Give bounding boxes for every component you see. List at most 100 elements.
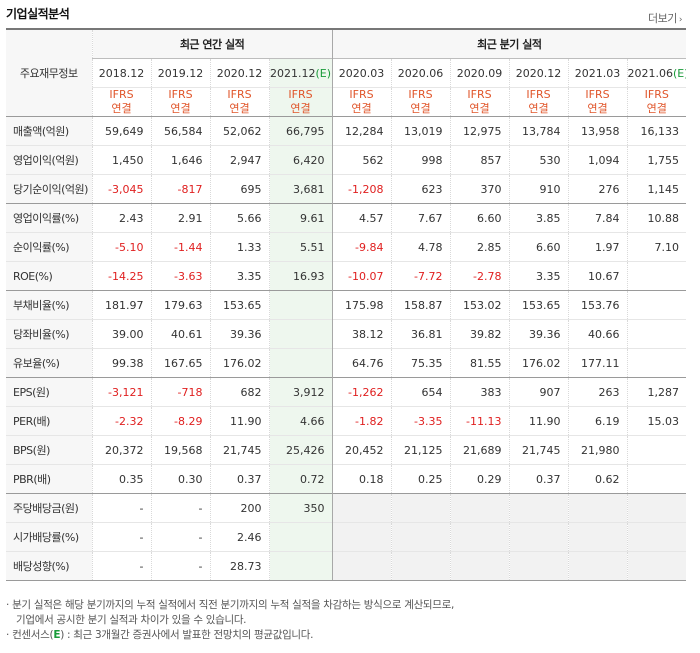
ifrs-consolidated: 연결	[111, 102, 132, 115]
table-cell: 907	[508, 377, 569, 407]
table-row: 순이익률(%) -5.10 -1.44 1.33 5.51 -9.84 4.78 2.85 6.…	[6, 232, 687, 262]
table-cell: 20,452	[331, 435, 392, 465]
table-cell: 38.12	[331, 319, 392, 349]
table-cell: -5.10	[91, 232, 151, 262]
table-cell: 1,450	[91, 145, 151, 175]
ifrs-label: IFRS 연결	[626, 87, 687, 117]
table-cell: -3.63	[150, 261, 210, 291]
row-label: 시가배당률(%)	[6, 522, 92, 552]
row-label: 영업이익률(%)	[6, 203, 92, 233]
table-cell: 12,975	[449, 116, 510, 146]
table-cell: 39.36	[209, 319, 269, 349]
table-row: ROE(%) -14.25 -3.63 3.35 16.93 -10.07 -7.72 -2.…	[6, 261, 687, 291]
column-header: 2020.12	[209, 58, 269, 88]
row-label: EPS(원)	[6, 377, 92, 407]
table-cell: 28.73	[209, 551, 269, 581]
table-cell	[567, 493, 628, 523]
row-label: 당좌비율(%)	[6, 319, 92, 349]
more-link[interactable]: 더보기 ›	[648, 10, 683, 26]
table-cell: 383	[449, 377, 510, 407]
table-cell: 153.02	[449, 290, 510, 320]
ifrs-label: IFRS 연결	[91, 87, 151, 117]
table-cell: 15.03	[626, 406, 687, 436]
table-cell: 21,689	[449, 435, 510, 465]
financial-table: 주요재무정보 최근 연간 실적 최근 분기 실적 2018.12 2019.12 2…	[6, 28, 687, 581]
table-cell: 0.30	[150, 464, 210, 494]
footnotes: · 분기 실적은 해당 분기까지의 누적 실적에서 직전 분기까지의 누적 실적…	[6, 598, 454, 643]
table-cell: 158.87	[390, 290, 451, 320]
ifrs-standard: IFRS	[349, 88, 374, 102]
table-cell: 177.11	[567, 348, 628, 378]
table-cell: 11.90	[508, 406, 569, 436]
ifrs-standard: IFRS	[227, 88, 252, 102]
table-cell: 10.67	[567, 261, 628, 291]
table-cell: -	[91, 522, 151, 552]
table-cell	[626, 522, 687, 552]
table-cell	[626, 319, 687, 349]
table-cell: 13,019	[390, 116, 451, 146]
row-label: 영업이익(억원)	[6, 145, 92, 175]
ifrs-standard: IFRS	[109, 88, 134, 102]
main-label: 주요재무정보	[6, 28, 92, 117]
table-cell	[626, 464, 687, 494]
table-cell: -11.13	[449, 406, 510, 436]
ifrs-consolidated: 연결	[170, 102, 191, 115]
ifrs-consolidated: 연결	[410, 102, 431, 115]
table-cell: 153.76	[567, 290, 628, 320]
table-cell: 40.61	[150, 319, 210, 349]
table-cell: 654	[390, 377, 451, 407]
table-cell: 99.38	[91, 348, 151, 378]
table-cell: -817	[150, 174, 210, 204]
table-cell	[626, 551, 687, 581]
note-consensus-text: ) : 최근 3개월간 증권사에서 발표한 전망치의 평균값입니다.	[60, 629, 314, 641]
table-cell: 176.02	[508, 348, 569, 378]
ifrs-standard: IFRS	[644, 88, 669, 102]
table-cell: 7.67	[390, 203, 451, 233]
table-cell: 5.51	[268, 232, 333, 262]
ifrs-consolidated: 연결	[290, 102, 311, 115]
ifrs-consolidated: 연결	[229, 102, 250, 115]
table-cell: 4.78	[390, 232, 451, 262]
table-cell: 6.19	[567, 406, 628, 436]
table-cell: 7.10	[626, 232, 687, 262]
table-cell: 56,584	[150, 116, 210, 146]
table-cell	[331, 551, 392, 581]
table-cell: 16.93	[268, 261, 333, 291]
column-header: 2020.12	[508, 58, 569, 88]
table-cell	[449, 551, 510, 581]
ifrs-consolidated: 연결	[646, 102, 667, 115]
column-header: 2021.03	[567, 58, 628, 88]
chevron-right-icon: ›	[678, 15, 683, 25]
table-cell: 13,958	[567, 116, 628, 146]
table-cell: 695	[209, 174, 269, 204]
table-cell: -10.07	[331, 261, 392, 291]
table-cell: 1,094	[567, 145, 628, 175]
table-cell: -3,121	[91, 377, 151, 407]
table-cell: -2.32	[91, 406, 151, 436]
table-cell: 0.18	[331, 464, 392, 494]
table-cell: -	[91, 551, 151, 581]
table-cell: 19,568	[150, 435, 210, 465]
table-row: 주당배당금(원) - -200 350	[6, 493, 687, 523]
table-cell	[508, 551, 569, 581]
table-cell: 0.72	[268, 464, 333, 494]
table-row: 부채비율(%) 181.97 179.63 153.65 175.98 158.87 153…	[6, 290, 687, 320]
note-consensus: · 컨센서스(E) : 최근 3개월간 증권사에서 발표한 전망치의 평균값입니…	[6, 628, 454, 643]
table-cell: 9.61	[268, 203, 333, 233]
ifrs-label: IFRS 연결	[390, 87, 451, 117]
table-cell: 4.57	[331, 203, 392, 233]
table-cell: -2.78	[449, 261, 510, 291]
ifrs-consolidated: 연결	[469, 102, 490, 115]
table-cell: 12,284	[331, 116, 392, 146]
table-cell: -14.25	[91, 261, 151, 291]
table-cell	[331, 493, 392, 523]
table-cell: 52,062	[209, 116, 269, 146]
table-cell: -	[150, 551, 210, 581]
table-cell: 20,372	[91, 435, 151, 465]
table-cell	[626, 493, 687, 523]
table-cell: 153.65	[508, 290, 569, 320]
table-cell: 2,947	[209, 145, 269, 175]
table-cell	[268, 290, 333, 320]
table-cell: 6.60	[449, 203, 510, 233]
